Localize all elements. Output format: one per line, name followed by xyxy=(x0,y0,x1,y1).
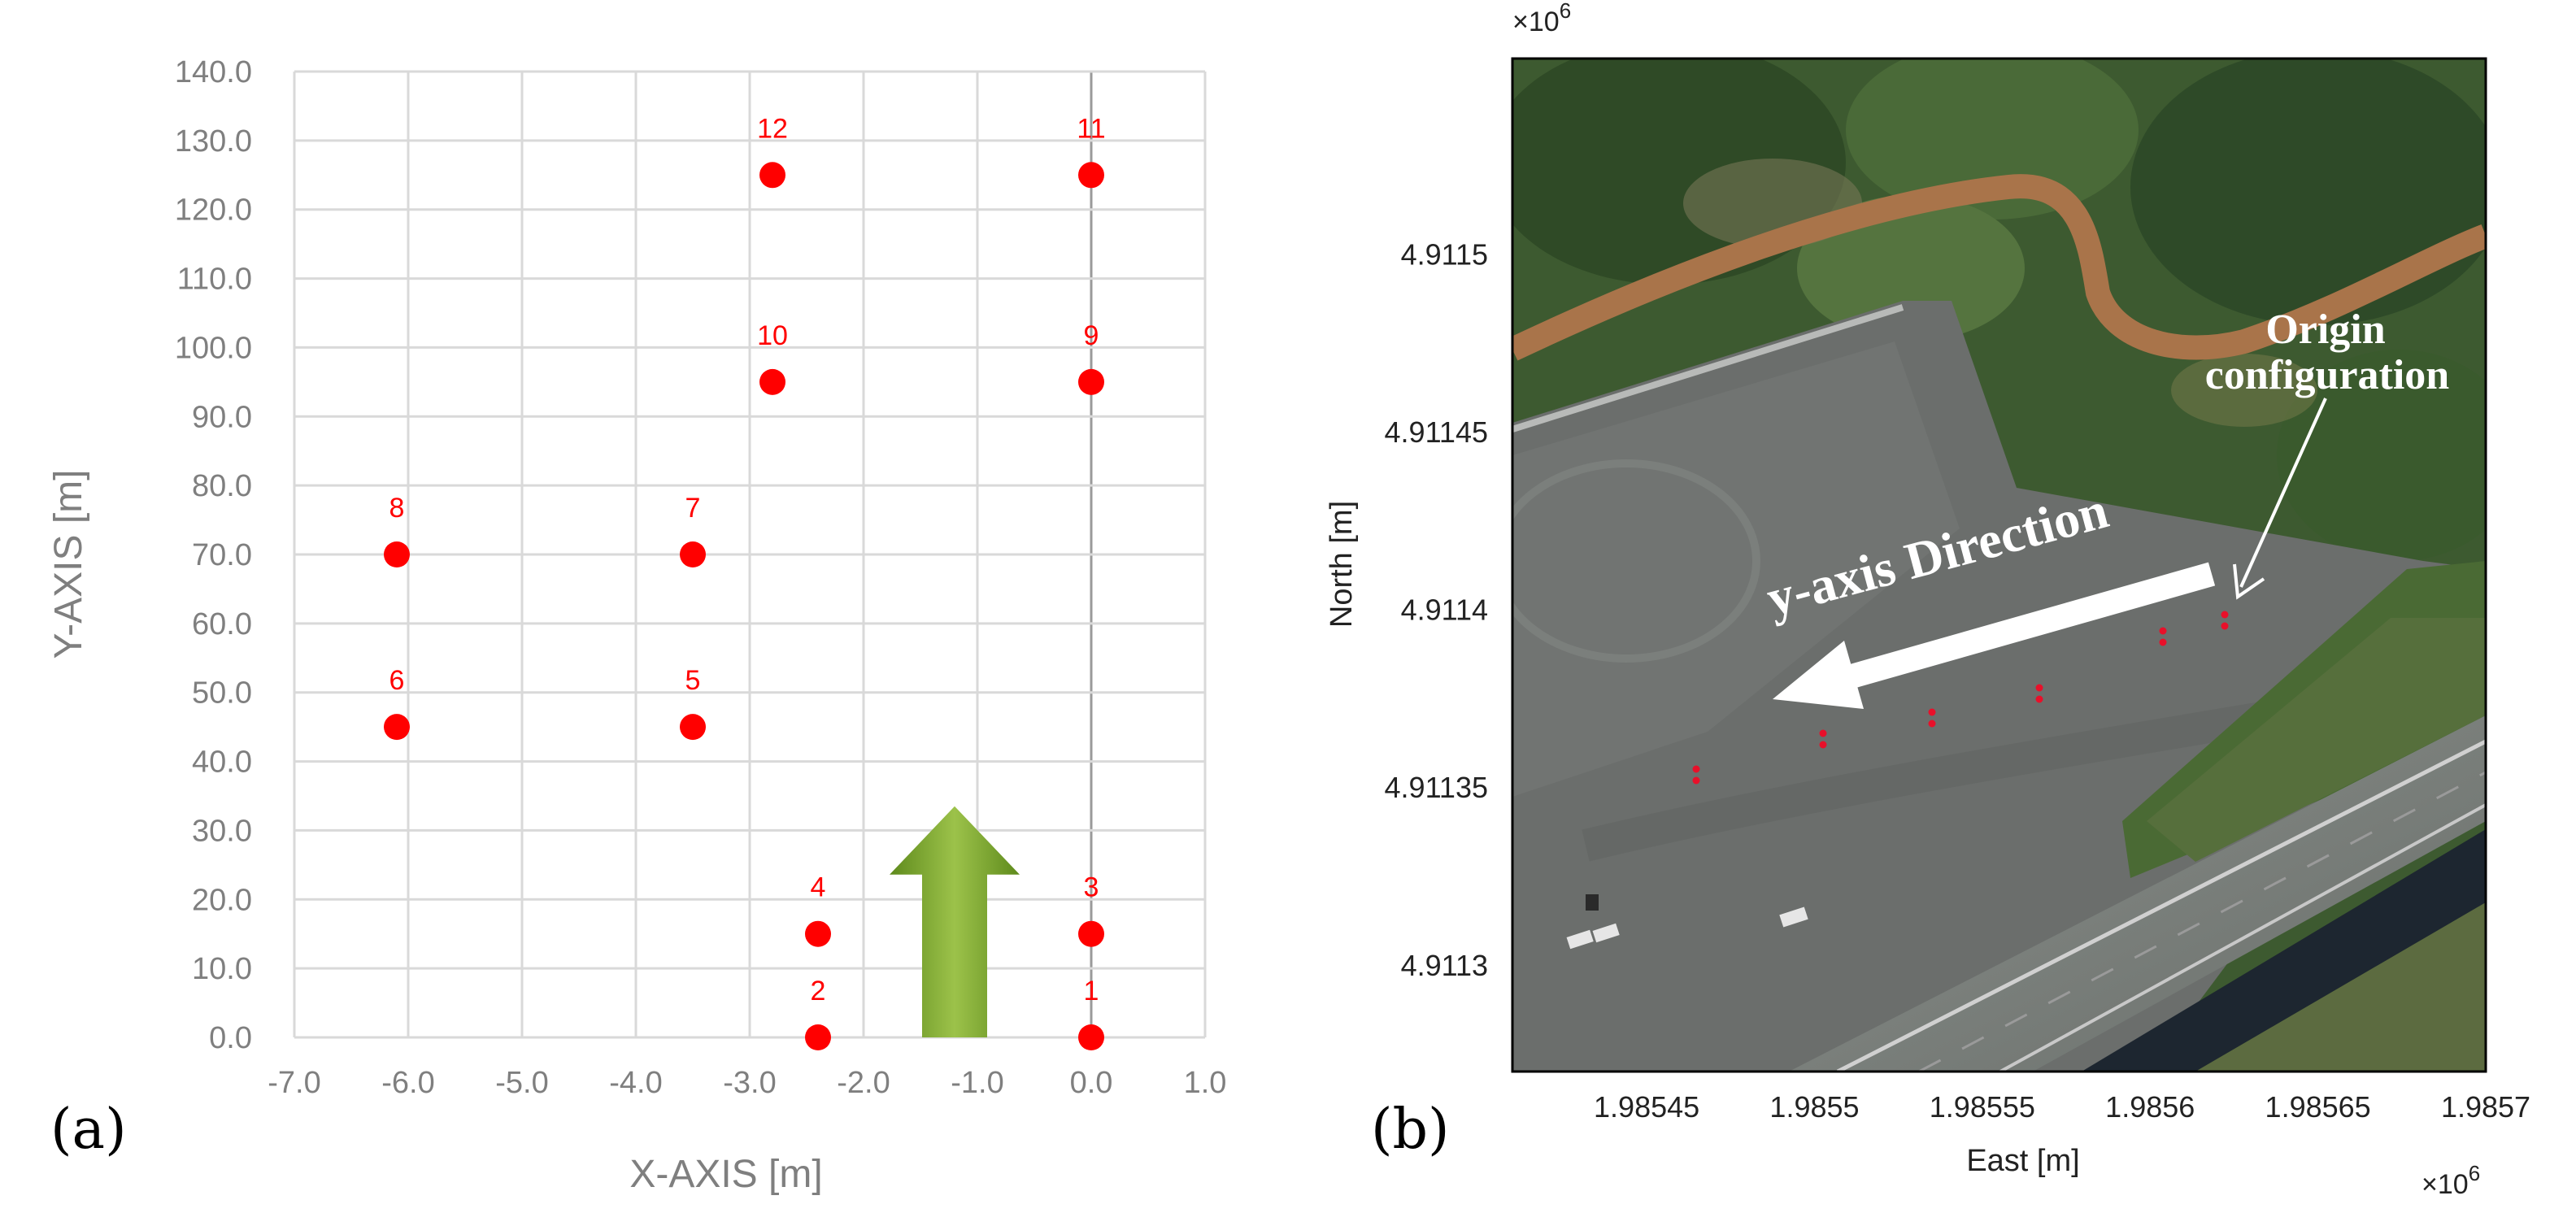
point-label: 12 xyxy=(757,113,788,144)
panel-b-label: (b) xyxy=(1371,1098,1450,1162)
y-axis-direction-arrow xyxy=(1773,562,2216,709)
data-point xyxy=(759,162,785,189)
map-point xyxy=(2221,611,2229,619)
map-point xyxy=(2159,627,2167,635)
panel-a-gridlines xyxy=(293,70,1207,1039)
y-tick-label: 80.0 xyxy=(192,469,252,503)
panel-b-y-tick-labels: 4.9113 4.91135 4.9114 4.91145 4.9115 xyxy=(1385,237,1488,981)
data-point xyxy=(759,368,785,395)
point-label: 9 xyxy=(1084,320,1099,351)
y-tick-label: 100.0 xyxy=(175,331,252,365)
map-point xyxy=(1819,729,1827,737)
map-point xyxy=(1928,708,1936,716)
y-tick-label: 120.0 xyxy=(175,193,252,228)
y-tick-label: 130.0 xyxy=(175,124,252,159)
point-label: 4 xyxy=(811,872,826,903)
point-label: 2 xyxy=(811,976,826,1006)
map-x-tick-label: 1.9855 xyxy=(1769,1090,1859,1124)
map-y-tick-label: 4.9115 xyxy=(1401,237,1488,271)
map-point xyxy=(1692,765,1700,773)
panel-a-label: (a) xyxy=(50,1098,127,1162)
data-point xyxy=(680,714,706,741)
origin-label: Origin xyxy=(2265,306,2385,353)
data-point xyxy=(680,541,706,567)
green-arrow xyxy=(890,806,1020,1037)
y-tick-label: 40.0 xyxy=(192,746,252,780)
panel-a-y-axis-title: Y-AXIS [m] xyxy=(47,470,90,659)
panel-a-y-tick-labels: 0.0 10.0 20.0 30.0 40.0 50.0 60.0 70.0 80.0 90.0 1… xyxy=(175,55,252,1055)
panel-b-y-axis-title: North [m] xyxy=(1325,501,1359,628)
point-label: 8 xyxy=(389,493,405,524)
panel-b-x-tick-labels: 1.98545 1.9855 1.98555 1.9856 1.98565 1.9857 xyxy=(1594,1090,2530,1124)
map-y-tick-label: 4.9114 xyxy=(1401,593,1488,627)
data-point xyxy=(1078,368,1104,395)
map-frame xyxy=(1511,57,2487,1073)
y-tick-label: 60.0 xyxy=(192,607,252,641)
data-point xyxy=(384,541,410,567)
map-point xyxy=(1692,776,1700,785)
panel-b-x-multiplier: ×106 xyxy=(2422,1161,2480,1200)
map-point xyxy=(2159,638,2167,646)
x-tick-label: -4.0 xyxy=(609,1066,662,1100)
y-tick-label: 140.0 xyxy=(175,55,252,89)
point-label: 5 xyxy=(685,665,701,696)
y-tick-label: 30.0 xyxy=(192,814,252,848)
data-point xyxy=(1078,162,1104,189)
map-point xyxy=(1819,741,1827,749)
configuration-label: configuration xyxy=(2205,352,2450,398)
y-tick-label: 20.0 xyxy=(192,883,252,917)
point-label: 3 xyxy=(1084,872,1099,903)
panel-b-satellite-map: y-axis Direction Origin configuration 1.… xyxy=(1325,0,2530,1200)
y-tick-label: 50.0 xyxy=(192,676,252,711)
panel-b-x-axis-title: East [m] xyxy=(1966,1144,2079,1178)
x-tick-label: -3.0 xyxy=(723,1066,776,1100)
map-point xyxy=(2221,622,2229,630)
data-point xyxy=(805,1024,831,1050)
map-point xyxy=(2035,695,2043,703)
map-y-tick-label: 4.91145 xyxy=(1385,415,1488,449)
x-tick-label: 1.0 xyxy=(1184,1066,1227,1100)
map-point xyxy=(2035,684,2043,692)
point-label: 10 xyxy=(757,320,788,351)
panel-b-y-multiplier: ×106 xyxy=(1512,0,1571,37)
point-label: 1 xyxy=(1084,976,1099,1006)
y-tick-label: 70.0 xyxy=(192,538,252,572)
point-label: 7 xyxy=(685,493,701,524)
panel-b-map-points xyxy=(1692,611,2229,785)
y-tick-label: 110.0 xyxy=(177,263,252,297)
panel-a-x-tick-labels: -7.0 -6.0 -5.0 -4.0 -3.0 -2.0 -1.0 0.0 1.0 xyxy=(268,1066,1226,1100)
x-tick-label: -6.0 xyxy=(381,1066,434,1100)
panel-a-direction-arrow xyxy=(890,806,1020,1037)
x-tick-label: -5.0 xyxy=(495,1066,548,1100)
panel-a-x-axis-title: X-AXIS [m] xyxy=(629,1153,822,1196)
x-tick-label: 0.0 xyxy=(1070,1066,1113,1100)
map-x-tick-label: 1.9857 xyxy=(2441,1090,2530,1124)
y-tick-label: 10.0 xyxy=(192,952,252,986)
point-label: 11 xyxy=(1077,113,1105,144)
data-point xyxy=(1078,920,1104,947)
map-x-tick-label: 1.98555 xyxy=(1930,1090,2035,1124)
panel-a-scatter-chart: -7.0 -6.0 -5.0 -4.0 -3.0 -2.0 -1.0 0.0 1.0 0.010… xyxy=(47,55,1226,1196)
data-point xyxy=(805,920,831,947)
x-tick-label: -7.0 xyxy=(268,1066,320,1100)
map-y-tick-label: 4.9113 xyxy=(1401,949,1488,982)
y-tick-label: 90.0 xyxy=(192,400,252,434)
point-label: 6 xyxy=(389,665,405,696)
data-point xyxy=(1078,1024,1104,1050)
map-x-tick-label: 1.9856 xyxy=(2105,1090,2195,1124)
x-tick-label: -2.0 xyxy=(837,1066,890,1100)
origin-pointer-arrow xyxy=(2233,398,2327,600)
map-point xyxy=(1928,720,1936,728)
x-tick-label: -1.0 xyxy=(951,1066,1003,1100)
map-y-tick-label: 4.91135 xyxy=(1385,771,1488,804)
map-x-tick-label: 1.98545 xyxy=(1594,1090,1699,1124)
data-point xyxy=(384,714,410,741)
map-x-tick-label: 1.98565 xyxy=(2265,1090,2371,1124)
satellite-image xyxy=(1512,59,2486,1072)
y-tick-label: 0.0 xyxy=(209,1021,252,1055)
